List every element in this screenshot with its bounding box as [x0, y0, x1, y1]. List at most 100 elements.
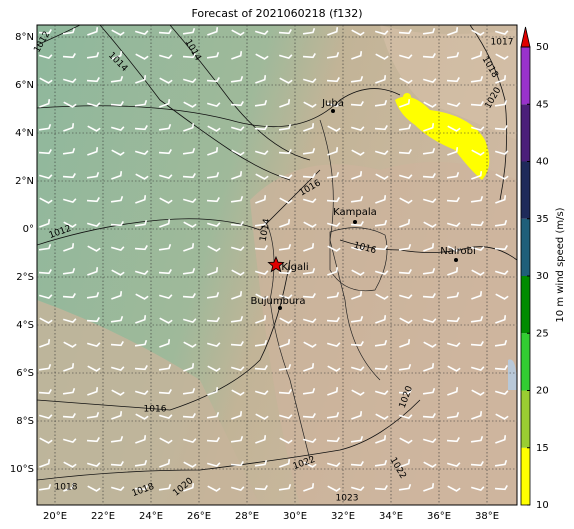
highland	[250, 162, 517, 505]
wind-barb	[446, 197, 460, 203]
wind-barb	[39, 219, 51, 228]
wind-barb	[183, 438, 197, 444]
wind-barb	[302, 387, 316, 395]
wind-barb	[495, 293, 509, 300]
wind-barb	[38, 149, 52, 155]
wind-barb	[135, 150, 149, 156]
wind-barb	[327, 222, 341, 228]
wind-barb	[254, 125, 268, 131]
wind-barb	[326, 51, 340, 59]
wind-barb	[38, 483, 52, 491]
wind-barb	[62, 147, 76, 155]
wind-barb	[183, 318, 197, 324]
wind-barb	[399, 219, 411, 228]
wind-barb	[471, 29, 485, 36]
wind-barb	[254, 485, 268, 491]
lat-tick-label: 2°S	[16, 272, 34, 283]
wind-barb	[423, 243, 435, 252]
wind-barb	[495, 315, 507, 324]
wind-barb	[39, 317, 53, 324]
wind-barb	[87, 102, 101, 108]
colorbar-segment	[521, 161, 530, 219]
lon-tick-label: 38°E	[475, 511, 499, 522]
city-dot	[353, 220, 357, 224]
wind-barb	[374, 339, 388, 347]
wind-barb	[255, 435, 267, 444]
wind-barb	[39, 54, 53, 60]
colorbar-tick-label: 40	[536, 157, 549, 168]
wind-barb	[135, 173, 149, 180]
wind-barb	[494, 125, 508, 131]
wind-barb	[63, 341, 77, 348]
wind-barb	[111, 486, 125, 492]
wind-barb	[111, 126, 125, 132]
wind-barb	[62, 413, 76, 419]
wind-barb	[207, 147, 219, 156]
wind-barb	[39, 77, 53, 84]
wind-barb	[278, 149, 292, 155]
wind-barb	[303, 363, 315, 372]
contour	[99, 25, 291, 181]
wind-barb	[423, 78, 437, 84]
wind-barb	[134, 485, 148, 491]
wind-barb	[327, 245, 341, 252]
wind-barb	[494, 219, 508, 227]
wind-barb	[495, 435, 507, 444]
wind-barb	[422, 387, 436, 395]
wind-barb	[39, 437, 53, 444]
wind-barb	[447, 267, 459, 276]
wind-barb	[206, 51, 220, 59]
wind-barb	[159, 197, 173, 204]
wind-barb	[182, 413, 196, 419]
highland	[37, 300, 260, 505]
wind-barb	[63, 318, 77, 324]
wind-barb	[279, 459, 291, 468]
wind-barb	[327, 387, 339, 396]
wind-barb	[159, 339, 171, 348]
wind-barb	[279, 294, 293, 300]
wind-barb	[327, 365, 341, 372]
wind-barb	[470, 195, 484, 203]
wind-barb	[183, 341, 197, 348]
wind-barb	[110, 315, 124, 323]
wind-barb	[327, 147, 339, 156]
wind-barb	[399, 99, 411, 108]
wind-barb	[471, 411, 483, 420]
wind-barb	[446, 437, 460, 443]
wind-barb	[447, 147, 459, 156]
wind-barb	[207, 462, 221, 468]
wind-barb	[62, 27, 76, 35]
wind-barb	[182, 27, 196, 35]
wind-barb	[231, 171, 243, 180]
colorbar-segment	[521, 218, 530, 276]
wind-barb	[279, 317, 293, 324]
wind-barb	[350, 221, 364, 227]
wind-barb	[303, 318, 317, 324]
wind-barb	[423, 123, 435, 132]
wind-barb	[495, 390, 509, 396]
wind-barb	[255, 173, 269, 180]
wind-barb	[231, 269, 245, 276]
wind-barb	[279, 197, 293, 204]
lat-tick-label: 0°	[23, 224, 34, 235]
wind-barb	[495, 270, 509, 276]
wind-barb	[326, 197, 340, 203]
wind-barb	[471, 366, 485, 372]
wind-barb	[351, 366, 365, 372]
wind-barb	[254, 339, 268, 347]
wind-barb	[423, 101, 437, 108]
wind-barb	[159, 219, 171, 228]
wind-barb	[110, 435, 124, 443]
wind-barb	[231, 246, 245, 252]
colorbar-tick-label: 35	[536, 214, 549, 225]
wind-barb	[134, 459, 148, 467]
wind-barb	[351, 411, 363, 420]
contour-label: 1018	[55, 483, 78, 493]
wind-barb	[86, 77, 100, 83]
ocean	[508, 359, 517, 390]
wind-barb	[302, 53, 316, 59]
wind-barb	[135, 293, 149, 300]
wind-barb	[183, 198, 197, 204]
wind-barb	[39, 197, 53, 204]
wind-barb	[111, 389, 125, 396]
